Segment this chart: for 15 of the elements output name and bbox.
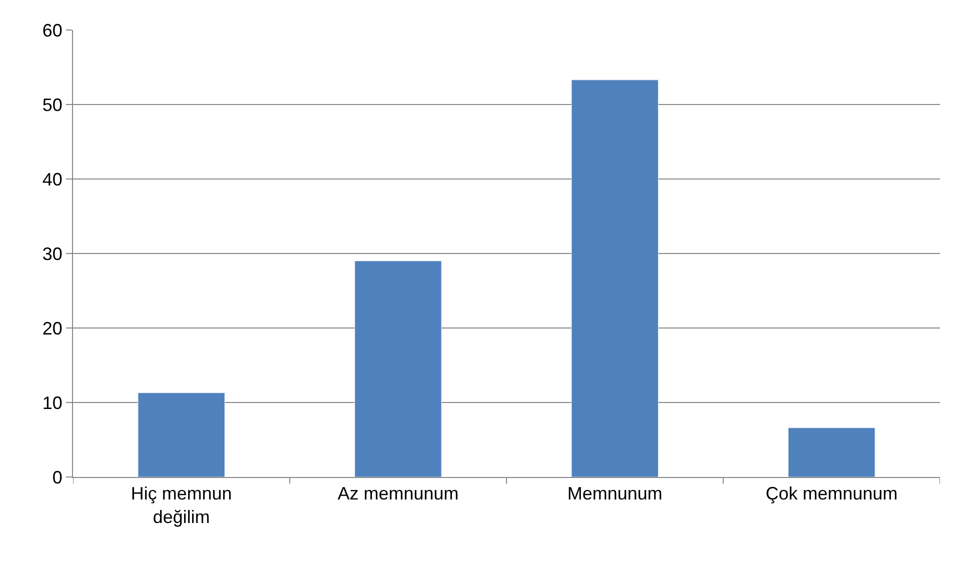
x-tick-label: Memnunum <box>567 484 662 504</box>
x-tick-label: Çok memnunum <box>766 484 898 504</box>
bar <box>571 80 658 477</box>
y-tick-label: 40 <box>42 169 62 190</box>
y-tick-label: 10 <box>42 392 62 413</box>
y-tick-label: 60 <box>42 20 62 40</box>
bar <box>788 428 876 477</box>
x-tick-label: Hiç memnun değilim <box>130 484 232 527</box>
bar <box>354 260 442 477</box>
x-tick-label: Az memnunum <box>338 484 459 504</box>
y-tick-label: 20 <box>42 318 62 338</box>
y-tick-label: 50 <box>42 94 62 115</box>
y-tick-label: 0 <box>52 467 62 488</box>
bar <box>138 392 225 477</box>
y-tick-label: 30 <box>42 244 62 264</box>
